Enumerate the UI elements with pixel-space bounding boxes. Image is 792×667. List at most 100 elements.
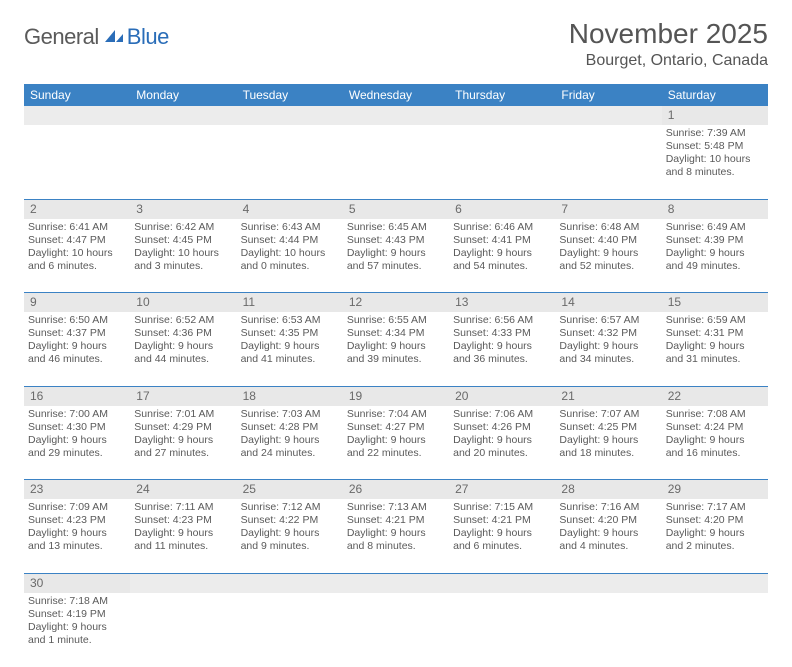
day-cell: Sunrise: 7:16 AMSunset: 4:20 PMDaylight:… bbox=[555, 499, 661, 573]
sunset-line: Sunset: 4:43 PM bbox=[347, 234, 445, 247]
sunrise-line: Sunrise: 6:46 AM bbox=[453, 221, 551, 234]
day-number: 17 bbox=[130, 386, 236, 406]
day-cell: Sunrise: 7:12 AMSunset: 4:22 PMDaylight:… bbox=[237, 499, 343, 573]
sunrise-line: Sunrise: 7:17 AM bbox=[666, 501, 764, 514]
day-number bbox=[130, 573, 236, 593]
sunset-line: Sunset: 4:47 PM bbox=[28, 234, 126, 247]
week-row: Sunrise: 7:00 AMSunset: 4:30 PMDaylight:… bbox=[24, 406, 768, 480]
daylight-line: Daylight: 9 hours and 52 minutes. bbox=[559, 247, 657, 273]
daylight-line: Daylight: 9 hours and 1 minute. bbox=[28, 621, 126, 647]
day-cell: Sunrise: 6:49 AMSunset: 4:39 PMDaylight:… bbox=[662, 219, 768, 293]
location-text: Bourget, Ontario, Canada bbox=[569, 52, 768, 70]
day-number bbox=[449, 106, 555, 125]
day-cell: Sunrise: 7:11 AMSunset: 4:23 PMDaylight:… bbox=[130, 499, 236, 573]
daylight-line: Daylight: 9 hours and 18 minutes. bbox=[559, 434, 657, 460]
day-cell: Sunrise: 6:42 AMSunset: 4:45 PMDaylight:… bbox=[130, 219, 236, 293]
day-cell: Sunrise: 7:15 AMSunset: 4:21 PMDaylight:… bbox=[449, 499, 555, 573]
day-cell: Sunrise: 7:39 AMSunset: 5:48 PMDaylight:… bbox=[662, 125, 768, 199]
day-cell: Sunrise: 6:43 AMSunset: 4:44 PMDaylight:… bbox=[237, 219, 343, 293]
daylight-line: Daylight: 9 hours and 31 minutes. bbox=[666, 340, 764, 366]
sunset-line: Sunset: 4:41 PM bbox=[453, 234, 551, 247]
daylight-line: Daylight: 9 hours and 39 minutes. bbox=[347, 340, 445, 366]
day-cell: Sunrise: 6:59 AMSunset: 4:31 PMDaylight:… bbox=[662, 312, 768, 386]
day-header: Sunday bbox=[24, 84, 130, 106]
day-cell: Sunrise: 6:46 AMSunset: 4:41 PMDaylight:… bbox=[449, 219, 555, 293]
day-number: 25 bbox=[237, 480, 343, 500]
sunset-line: Sunset: 4:20 PM bbox=[559, 514, 657, 527]
daylight-line: Daylight: 10 hours and 8 minutes. bbox=[666, 153, 764, 179]
logo-text-general: General bbox=[24, 24, 99, 50]
day-number: 15 bbox=[662, 293, 768, 313]
sunset-line: Sunset: 4:23 PM bbox=[134, 514, 232, 527]
day-cell: Sunrise: 6:57 AMSunset: 4:32 PMDaylight:… bbox=[555, 312, 661, 386]
day-number: 16 bbox=[24, 386, 130, 406]
day-number: 4 bbox=[237, 199, 343, 219]
day-number-row: 9101112131415 bbox=[24, 293, 768, 313]
day-number: 14 bbox=[555, 293, 661, 313]
sunrise-line: Sunrise: 6:48 AM bbox=[559, 221, 657, 234]
sunset-line: Sunset: 4:40 PM bbox=[559, 234, 657, 247]
sunrise-line: Sunrise: 6:45 AM bbox=[347, 221, 445, 234]
day-number-row: 30 bbox=[24, 573, 768, 593]
day-number: 28 bbox=[555, 480, 661, 500]
day-cell bbox=[343, 593, 449, 667]
daylight-line: Daylight: 9 hours and 34 minutes. bbox=[559, 340, 657, 366]
day-number: 10 bbox=[130, 293, 236, 313]
sunrise-line: Sunrise: 7:11 AM bbox=[134, 501, 232, 514]
day-number: 26 bbox=[343, 480, 449, 500]
day-cell bbox=[130, 125, 236, 199]
day-cell: Sunrise: 7:00 AMSunset: 4:30 PMDaylight:… bbox=[24, 406, 130, 480]
day-cell: Sunrise: 6:52 AMSunset: 4:36 PMDaylight:… bbox=[130, 312, 236, 386]
day-number bbox=[24, 106, 130, 125]
daylight-line: Daylight: 10 hours and 0 minutes. bbox=[241, 247, 339, 273]
day-cell: Sunrise: 7:06 AMSunset: 4:26 PMDaylight:… bbox=[449, 406, 555, 480]
week-row: Sunrise: 7:39 AMSunset: 5:48 PMDaylight:… bbox=[24, 125, 768, 199]
day-cell bbox=[343, 125, 449, 199]
daylight-line: Daylight: 9 hours and 9 minutes. bbox=[241, 527, 339, 553]
sunrise-line: Sunrise: 6:52 AM bbox=[134, 314, 232, 327]
day-number: 20 bbox=[449, 386, 555, 406]
page-title: November 2025 bbox=[569, 18, 768, 50]
day-number-row: 23242526272829 bbox=[24, 480, 768, 500]
sunrise-line: Sunrise: 7:07 AM bbox=[559, 408, 657, 421]
daylight-line: Daylight: 10 hours and 6 minutes. bbox=[28, 247, 126, 273]
day-number: 12 bbox=[343, 293, 449, 313]
daylight-line: Daylight: 9 hours and 44 minutes. bbox=[134, 340, 232, 366]
day-cell bbox=[237, 125, 343, 199]
day-number bbox=[449, 573, 555, 593]
sunset-line: Sunset: 4:26 PM bbox=[453, 421, 551, 434]
day-number: 18 bbox=[237, 386, 343, 406]
sunset-line: Sunset: 4:31 PM bbox=[666, 327, 764, 340]
sail-icon bbox=[103, 28, 125, 49]
day-cell: Sunrise: 7:03 AMSunset: 4:28 PMDaylight:… bbox=[237, 406, 343, 480]
sunrise-line: Sunrise: 6:41 AM bbox=[28, 221, 126, 234]
sunset-line: Sunset: 4:22 PM bbox=[241, 514, 339, 527]
sunrise-line: Sunrise: 7:18 AM bbox=[28, 595, 126, 608]
daylight-line: Daylight: 9 hours and 6 minutes. bbox=[453, 527, 551, 553]
sunset-line: Sunset: 4:25 PM bbox=[559, 421, 657, 434]
sunrise-line: Sunrise: 7:01 AM bbox=[134, 408, 232, 421]
sunset-line: Sunset: 4:39 PM bbox=[666, 234, 764, 247]
daylight-line: Daylight: 9 hours and 16 minutes. bbox=[666, 434, 764, 460]
day-number: 1 bbox=[662, 106, 768, 125]
day-header: Saturday bbox=[662, 84, 768, 106]
day-number: 29 bbox=[662, 480, 768, 500]
daylight-line: Daylight: 9 hours and 49 minutes. bbox=[666, 247, 764, 273]
week-row: Sunrise: 6:41 AMSunset: 4:47 PMDaylight:… bbox=[24, 219, 768, 293]
sunrise-line: Sunrise: 7:12 AM bbox=[241, 501, 339, 514]
title-block: November 2025 Bourget, Ontario, Canada bbox=[569, 18, 768, 70]
sunset-line: Sunset: 4:21 PM bbox=[453, 514, 551, 527]
day-header: Friday bbox=[555, 84, 661, 106]
sunset-line: Sunset: 4:37 PM bbox=[28, 327, 126, 340]
daylight-line: Daylight: 9 hours and 22 minutes. bbox=[347, 434, 445, 460]
day-cell bbox=[237, 593, 343, 667]
sunrise-line: Sunrise: 7:08 AM bbox=[666, 408, 764, 421]
sunset-line: Sunset: 4:35 PM bbox=[241, 327, 339, 340]
day-number: 19 bbox=[343, 386, 449, 406]
day-number: 8 bbox=[662, 199, 768, 219]
calendar-table: SundayMondayTuesdayWednesdayThursdayFrid… bbox=[24, 84, 768, 667]
day-cell: Sunrise: 6:48 AMSunset: 4:40 PMDaylight:… bbox=[555, 219, 661, 293]
day-number: 30 bbox=[24, 573, 130, 593]
daylight-line: Daylight: 9 hours and 4 minutes. bbox=[559, 527, 657, 553]
sunset-line: Sunset: 4:24 PM bbox=[666, 421, 764, 434]
